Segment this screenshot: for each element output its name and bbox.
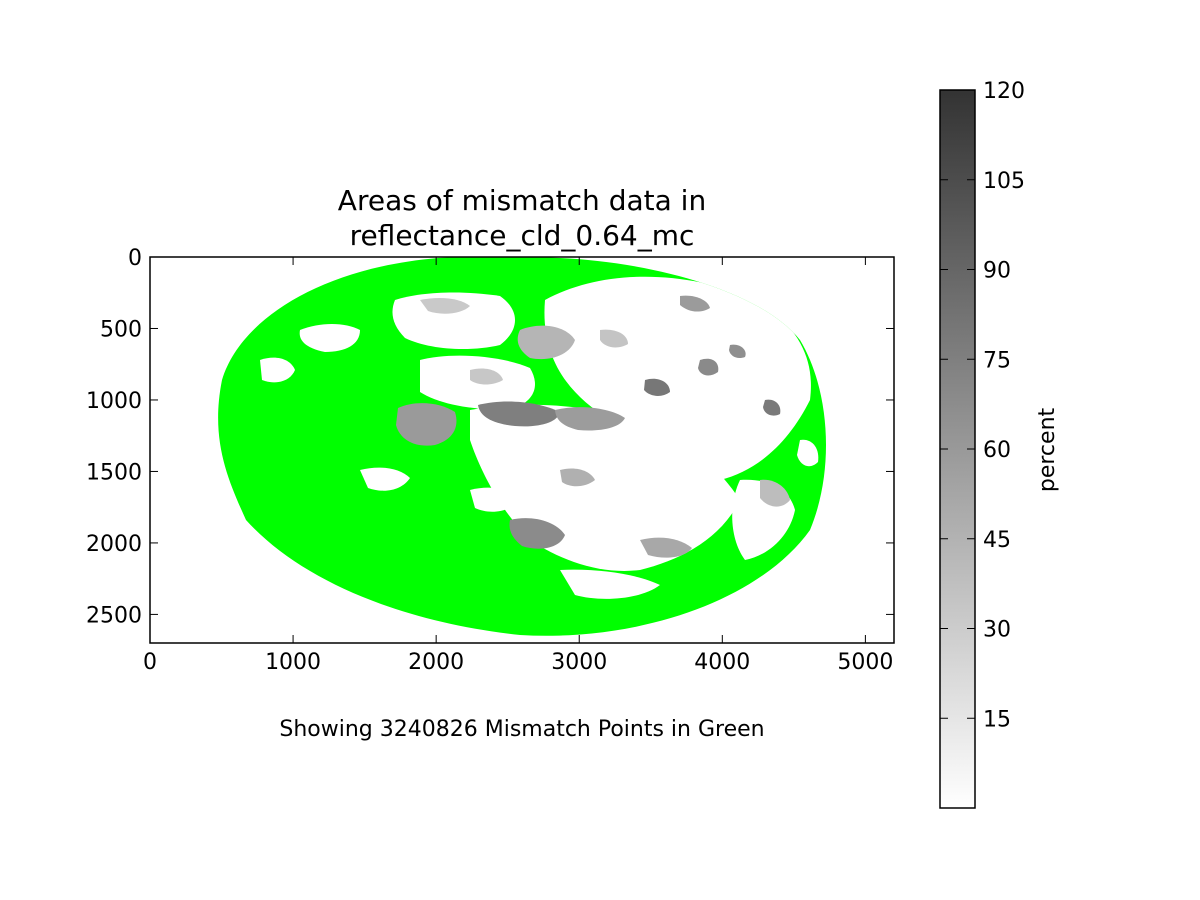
x-tick-label: 1000: [265, 650, 321, 675]
y-tick-label: 500: [100, 317, 142, 342]
x-tick-label: 4000: [694, 650, 750, 675]
colorbar-tick-label: 105: [983, 169, 1025, 194]
x-tick-label: 5000: [837, 650, 893, 675]
x-axis: 0 1000 2000 3000 4000 5000: [143, 257, 893, 675]
y-tick-label: 2500: [86, 603, 142, 628]
colorbar-tick-label: 75: [983, 348, 1011, 373]
x-tick-label: 3000: [551, 650, 607, 675]
colorbar-tick-label: 15: [983, 707, 1011, 732]
y-axis: 0 500 1000 1500 2000 2500: [86, 246, 894, 628]
colorbar-tick-label: 120: [983, 79, 1025, 104]
y-tick-label: 0: [128, 246, 142, 271]
colorbar-ticks: 15 30 45 60 75 90 105 120: [940, 79, 1025, 732]
y-tick-label: 2000: [86, 532, 142, 557]
cloud-structures: [396, 295, 790, 558]
y-tick-label: 1500: [86, 460, 142, 485]
colorbar-tick-label: 90: [983, 259, 1011, 284]
colorbar-tick-label: 45: [983, 528, 1011, 553]
colorbar-tick-label: 60: [983, 438, 1011, 463]
y-tick-label: 1000: [86, 389, 142, 414]
chart-title-line1: Areas of mismatch data in: [338, 184, 706, 217]
mismatch-image: [218, 257, 827, 636]
colorbar: 15 30 45 60 75 90 105 120 percent: [939, 79, 1060, 809]
colorbar-tick-label: 30: [983, 618, 1011, 643]
axes-frame: [149, 256, 895, 644]
colorbar-label: percent: [1035, 407, 1060, 492]
chart-title-line2: reflectance_cld_0.64_mc: [350, 219, 695, 252]
x-tick-label: 0: [143, 650, 157, 675]
mismatch-caption: Showing 3240826 Mismatch Points in Green: [279, 717, 764, 742]
x-tick-label: 2000: [408, 650, 464, 675]
